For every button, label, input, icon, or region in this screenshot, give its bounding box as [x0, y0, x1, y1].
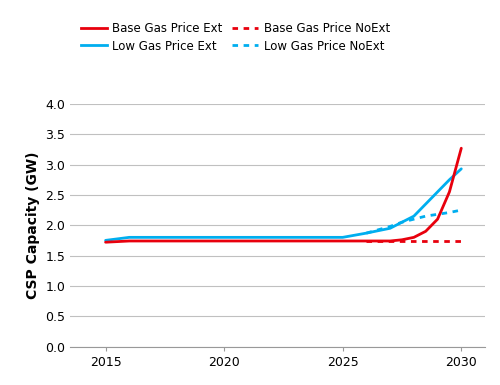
Legend: Base Gas Price Ext, Low Gas Price Ext, Base Gas Price NoExt, Low Gas Price NoExt: Base Gas Price Ext, Low Gas Price Ext, B… — [76, 18, 395, 57]
Y-axis label: CSP Capacity (GW): CSP Capacity (GW) — [26, 151, 40, 299]
